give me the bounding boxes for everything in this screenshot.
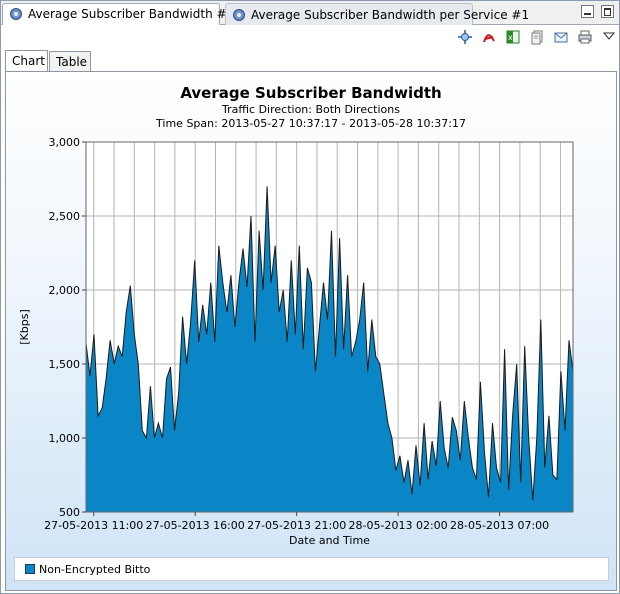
email-icon[interactable]: [552, 28, 570, 46]
x-tick-label: 28-05-2013 02:00: [349, 519, 448, 532]
view-menu-icon[interactable]: [602, 31, 616, 41]
plot-frame: [85, 141, 574, 513]
legend-swatch: [25, 564, 35, 574]
chart-panel: Average Subscriber Bandwidth Traffic Dir…: [5, 71, 617, 591]
chart-toolbar: x: [456, 28, 594, 48]
series-line-non-encrypted-bitto: [85, 186, 574, 501]
tab-chart[interactable]: Chart: [5, 50, 48, 72]
y-tick-label: 2,500: [49, 210, 81, 223]
tab-average-subscriber-bandwidth-per-service[interactable]: Average Subscriber Bandwidth per Service…: [225, 3, 529, 25]
y-axis-title: [Kbps]: [18, 309, 31, 345]
tab-average-subscriber-bandwidth[interactable]: Average Subscriber Bandwidth #1 ✕: [2, 3, 251, 25]
maximize-button[interactable]: [601, 5, 614, 18]
y-tick-label: 1,000: [49, 432, 81, 445]
pdf-icon[interactable]: [480, 28, 498, 46]
x-tick-label: 27-05-2013 16:00: [146, 519, 245, 532]
report-icon: [232, 8, 246, 22]
chart-title: Average Subscriber Bandwidth: [180, 84, 442, 102]
y-tick-label: 1,500: [49, 358, 81, 371]
x-tick-label: 27-05-2013 11:00: [44, 519, 143, 532]
report-icon: [9, 7, 23, 21]
tab-table[interactable]: Table: [49, 51, 91, 72]
y-tick-label: 2,000: [49, 284, 81, 297]
tab-label: Average Subscriber Bandwidth #1: [28, 7, 235, 21]
print-icon[interactable]: [576, 28, 594, 46]
copy-icon[interactable]: [528, 28, 546, 46]
excel-icon[interactable]: x: [504, 28, 522, 46]
chart-subtitle-direction: Traffic Direction: Both Directions: [222, 103, 400, 116]
y-tick-label: 3,000: [49, 136, 81, 149]
x-axis-title: Date and Time: [289, 534, 370, 547]
minimize-button[interactable]: [581, 5, 594, 18]
svg-text:x: x: [508, 33, 513, 42]
zoom-icon[interactable]: [456, 28, 474, 46]
tab-label: Average Subscriber Bandwidth per Service…: [251, 7, 530, 22]
y-tick-label: 500: [59, 506, 80, 519]
chart-subtitle-timespan: Time Span: 2013-05-27 10:37:17 - 2013-05…: [156, 117, 466, 130]
editor-tab-bar: Average Subscriber Bandwidth #1 ✕ Averag…: [1, 1, 619, 25]
chart-legend: Non-Encrypted Bitto: [14, 557, 609, 581]
x-tick-label: 27-05-2013 21:00: [247, 519, 346, 532]
legend-label: Non-Encrypted Bitto: [39, 562, 151, 576]
x-tick-label: 28-05-2013 07:00: [450, 519, 549, 532]
